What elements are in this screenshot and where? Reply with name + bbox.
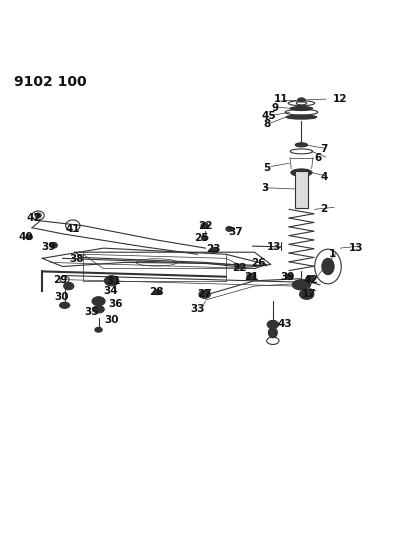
Text: 31: 31 bbox=[106, 276, 121, 286]
Ellipse shape bbox=[201, 236, 208, 240]
Ellipse shape bbox=[211, 247, 218, 253]
Ellipse shape bbox=[306, 276, 314, 282]
Ellipse shape bbox=[292, 280, 311, 290]
Text: 9: 9 bbox=[271, 103, 279, 113]
Ellipse shape bbox=[95, 327, 102, 332]
Text: 38: 38 bbox=[69, 254, 84, 264]
Ellipse shape bbox=[109, 278, 115, 283]
Bar bbox=[295, 172, 308, 208]
Ellipse shape bbox=[247, 273, 256, 280]
Ellipse shape bbox=[303, 292, 310, 297]
Ellipse shape bbox=[235, 264, 241, 269]
Ellipse shape bbox=[199, 290, 210, 298]
Text: 39: 39 bbox=[41, 242, 55, 252]
Text: 1: 1 bbox=[328, 249, 336, 259]
Ellipse shape bbox=[286, 115, 317, 119]
Text: 21: 21 bbox=[244, 272, 259, 282]
Text: 5: 5 bbox=[263, 163, 270, 173]
Text: 30: 30 bbox=[104, 314, 119, 325]
Ellipse shape bbox=[60, 302, 70, 309]
Text: 6: 6 bbox=[314, 153, 321, 163]
Ellipse shape bbox=[50, 243, 57, 248]
Text: 22: 22 bbox=[232, 263, 246, 273]
Ellipse shape bbox=[154, 290, 161, 295]
Text: 3: 3 bbox=[261, 183, 268, 193]
Text: 12: 12 bbox=[333, 94, 347, 104]
Ellipse shape bbox=[268, 328, 277, 338]
Text: 37: 37 bbox=[229, 227, 243, 237]
Ellipse shape bbox=[296, 143, 307, 147]
Ellipse shape bbox=[267, 320, 279, 328]
Text: 9102 100: 9102 100 bbox=[14, 76, 86, 90]
Text: 7: 7 bbox=[320, 144, 328, 154]
Text: 43: 43 bbox=[278, 319, 292, 329]
Text: 30: 30 bbox=[55, 292, 69, 302]
Text: 17: 17 bbox=[302, 289, 317, 299]
Ellipse shape bbox=[104, 276, 119, 286]
Text: 26: 26 bbox=[251, 258, 266, 268]
Text: 13: 13 bbox=[349, 243, 364, 253]
Text: 29: 29 bbox=[53, 274, 68, 285]
Text: 42: 42 bbox=[303, 274, 318, 285]
Text: 2: 2 bbox=[320, 204, 328, 214]
Text: 4: 4 bbox=[320, 172, 328, 182]
Text: 8: 8 bbox=[263, 119, 270, 130]
Text: 33: 33 bbox=[190, 304, 205, 314]
Ellipse shape bbox=[26, 235, 32, 239]
Ellipse shape bbox=[291, 169, 312, 176]
Text: 42: 42 bbox=[27, 213, 42, 223]
Text: 27: 27 bbox=[197, 289, 212, 299]
Text: 22: 22 bbox=[198, 222, 213, 231]
Ellipse shape bbox=[286, 274, 293, 280]
Text: 45: 45 bbox=[261, 111, 276, 122]
Text: 41: 41 bbox=[65, 224, 80, 234]
Ellipse shape bbox=[64, 282, 74, 290]
Ellipse shape bbox=[35, 213, 41, 218]
Ellipse shape bbox=[93, 306, 104, 313]
Ellipse shape bbox=[290, 107, 313, 110]
Text: 35: 35 bbox=[85, 307, 99, 317]
Text: 40: 40 bbox=[18, 232, 33, 242]
Text: 11: 11 bbox=[274, 94, 288, 104]
Text: 39: 39 bbox=[280, 272, 294, 282]
Text: 25: 25 bbox=[194, 233, 209, 243]
Text: 13: 13 bbox=[267, 242, 282, 252]
Text: 28: 28 bbox=[149, 287, 164, 297]
Ellipse shape bbox=[201, 223, 208, 229]
Ellipse shape bbox=[300, 289, 314, 300]
Text: 34: 34 bbox=[104, 286, 118, 296]
Ellipse shape bbox=[92, 297, 105, 306]
Ellipse shape bbox=[298, 98, 305, 102]
Ellipse shape bbox=[322, 259, 334, 274]
Ellipse shape bbox=[226, 227, 233, 231]
Text: 23: 23 bbox=[206, 244, 221, 254]
Text: 36: 36 bbox=[109, 299, 123, 309]
